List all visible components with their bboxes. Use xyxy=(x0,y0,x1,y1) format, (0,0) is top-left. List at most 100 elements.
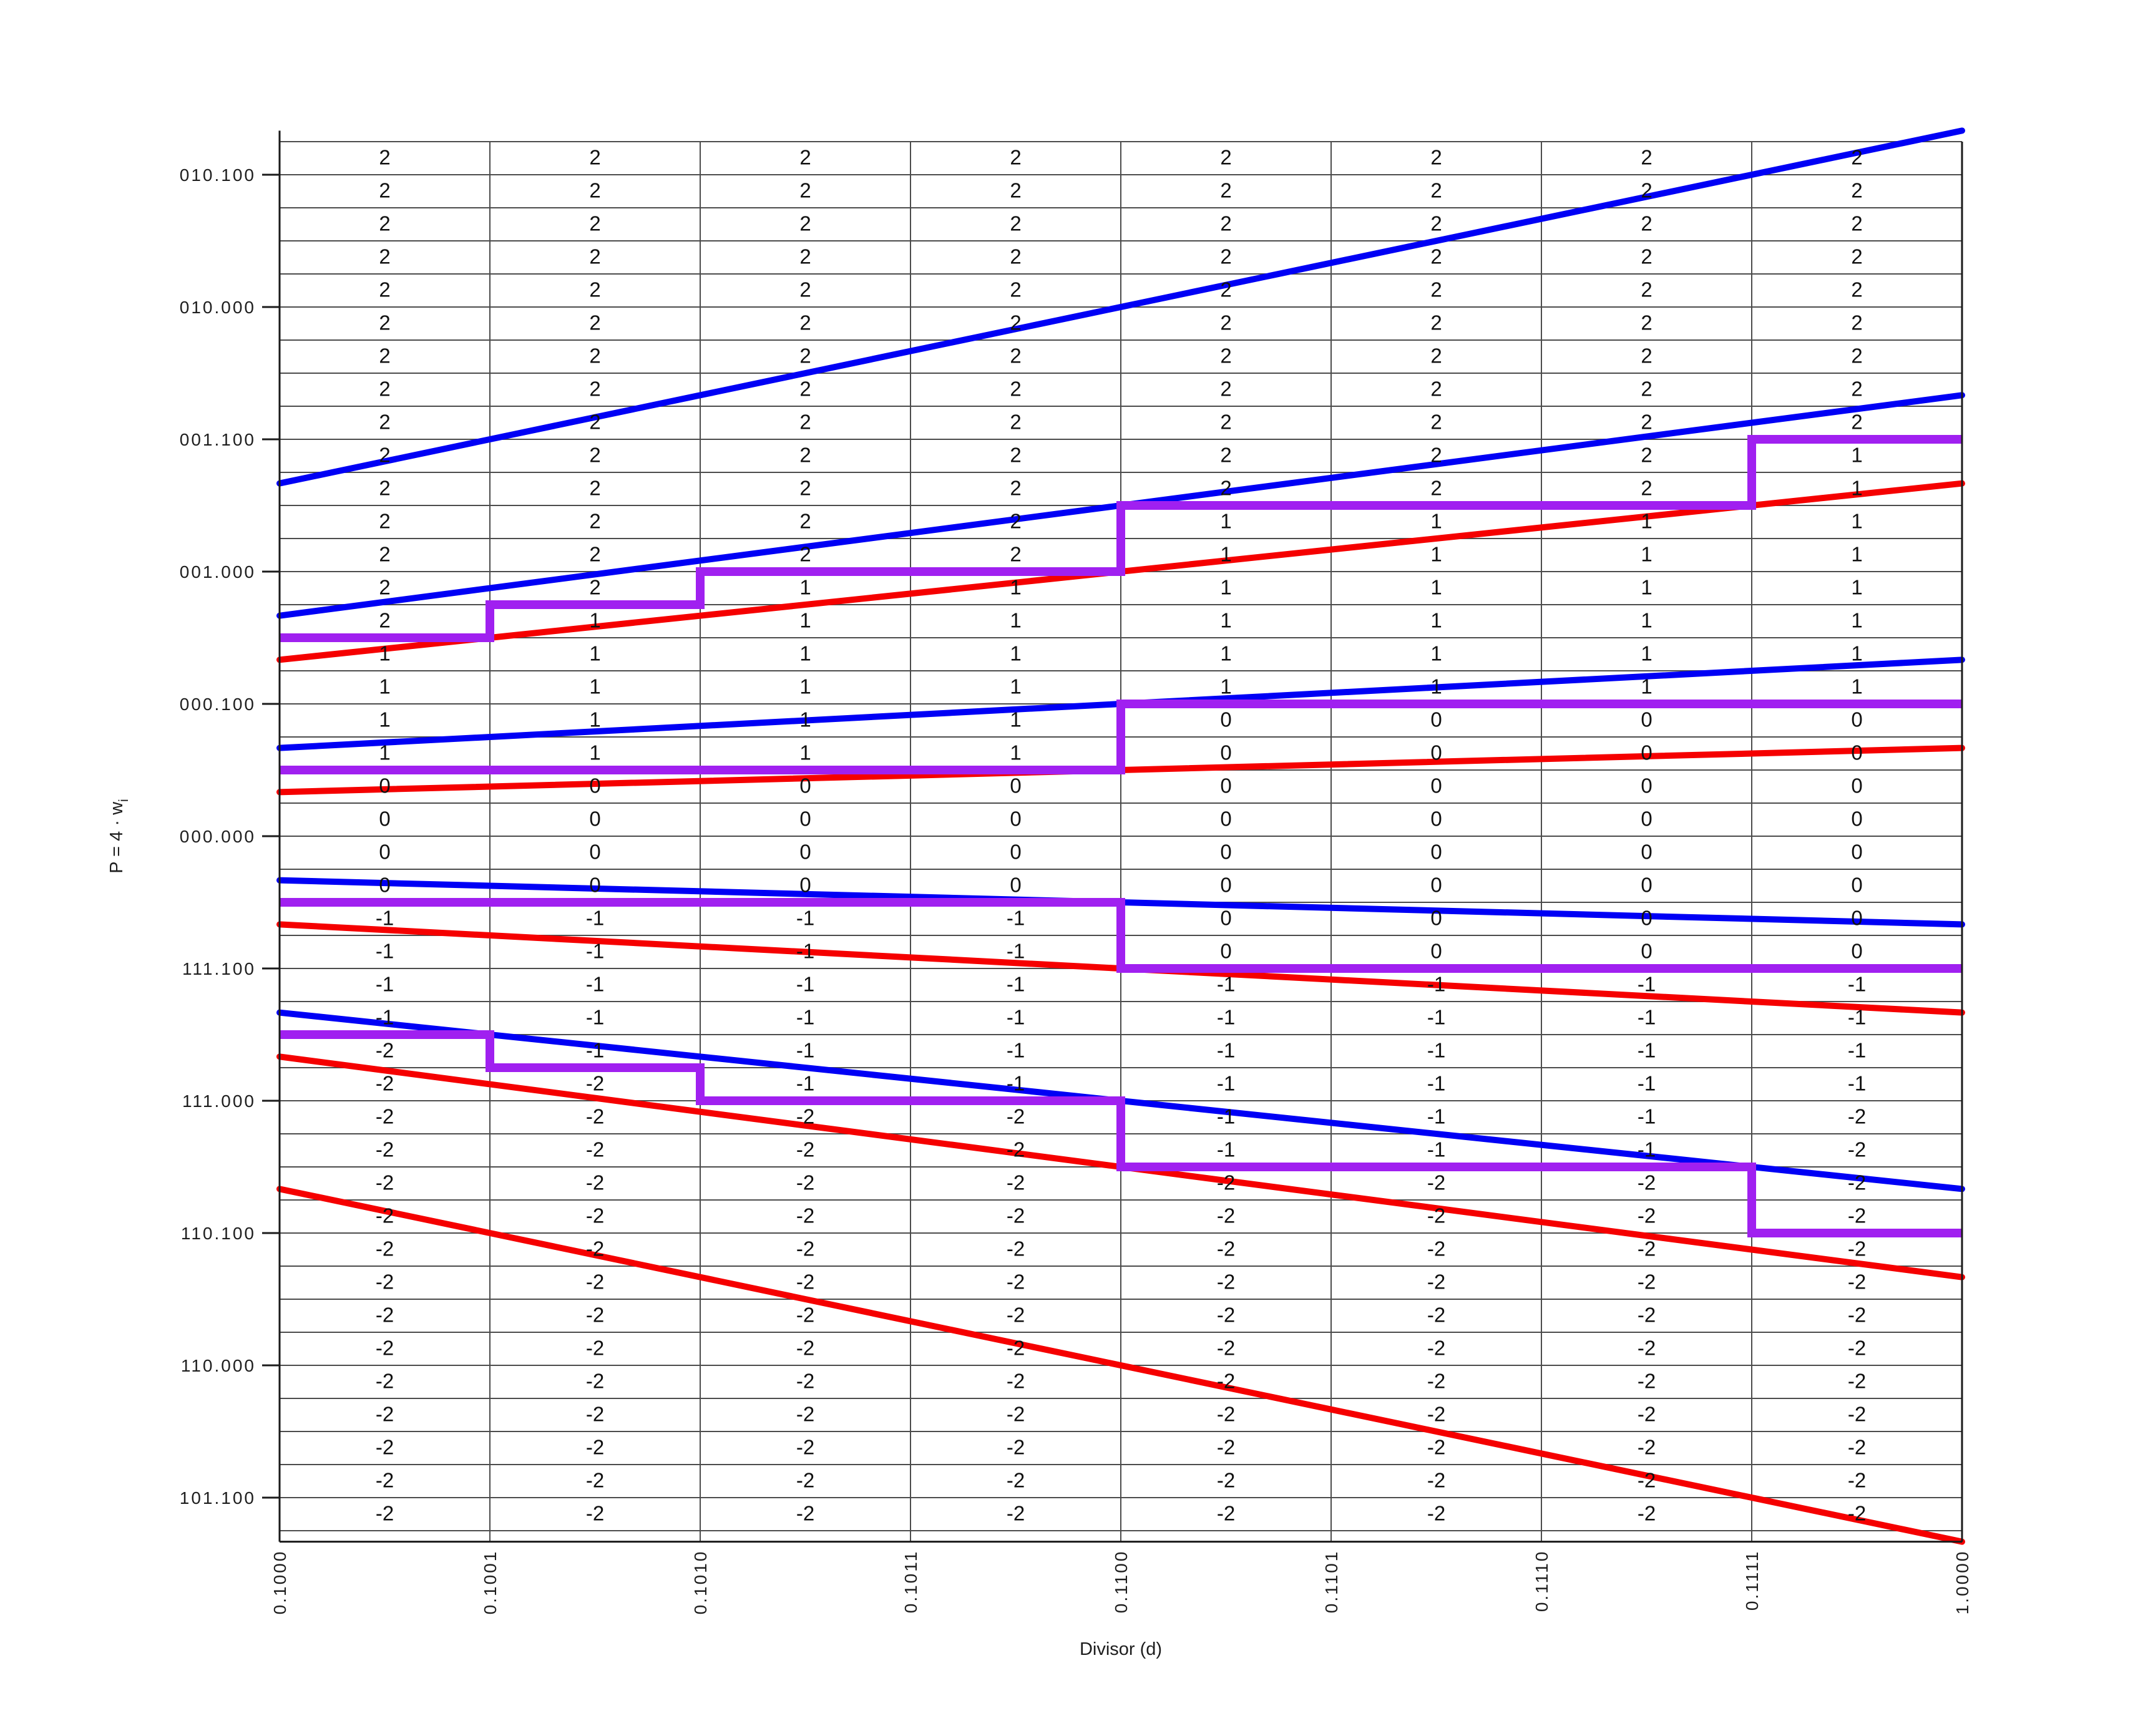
cell-digit: -1 xyxy=(1427,972,1445,995)
cell-digit: -1 xyxy=(586,939,604,962)
cell-digit: -2 xyxy=(1848,1435,1866,1458)
cell-digit: -2 xyxy=(1427,1468,1445,1491)
cell-digit: -2 xyxy=(1638,1303,1656,1326)
cell-digit: 2 xyxy=(379,311,390,334)
cell-digit: 1 xyxy=(799,741,811,764)
cell-digit: 2 xyxy=(1010,542,1021,565)
cell-digit: -2 xyxy=(1848,1270,1866,1293)
cell-digit: 1 xyxy=(799,708,811,731)
cell-digit: 1 xyxy=(1220,641,1231,665)
cell-digit: -2 xyxy=(796,1402,814,1425)
cell-digit: 2 xyxy=(1641,145,1652,168)
cell-digit: -2 xyxy=(376,1501,394,1524)
cell-digit: -2 xyxy=(376,1038,394,1061)
cell-digit: 2 xyxy=(1010,377,1021,400)
cell-digit: -2 xyxy=(1427,1435,1445,1458)
cell-digit: 2 xyxy=(589,278,600,301)
cell-digit: -2 xyxy=(1848,1468,1866,1491)
cell-digit: -2 xyxy=(1638,1237,1656,1260)
x-tick-label: 0.1001 xyxy=(481,1550,500,1615)
cell-digit: 2 xyxy=(1010,145,1021,168)
cell-digit: -2 xyxy=(376,1204,394,1227)
cell-digit: 1 xyxy=(1430,675,1442,698)
cell-digit: 2 xyxy=(1010,476,1021,499)
cell-digit: -2 xyxy=(586,1501,604,1524)
cell-digit: -1 xyxy=(1217,1005,1235,1028)
cell-digit: -2 xyxy=(1427,1270,1445,1293)
cell-digit: -2 xyxy=(586,1336,604,1359)
cell-digit: -2 xyxy=(586,1303,604,1326)
cell-digit: -1 xyxy=(1007,906,1025,929)
cell-digit: 1 xyxy=(799,641,811,665)
cell-digit: 2 xyxy=(1220,377,1231,400)
cell-digit: 2 xyxy=(799,443,811,466)
cell-digit: 2 xyxy=(1641,377,1652,400)
cell-digit: 0 xyxy=(1220,840,1231,863)
y-axis-title-subscript: i xyxy=(117,799,131,802)
cell-digit: -2 xyxy=(796,1237,814,1260)
cell-digit: -2 xyxy=(1848,1171,1866,1194)
y-tick-label: 111.100 xyxy=(182,959,256,978)
cell-digit: 0 xyxy=(1430,807,1442,830)
cell-digit: 1 xyxy=(1220,608,1231,631)
cell-digit: 0 xyxy=(379,807,390,830)
x-tick-label: 1.0000 xyxy=(1953,1550,1972,1615)
cell-digit: 2 xyxy=(1851,278,1862,301)
selection-staircase-q0-qm1 xyxy=(280,898,1962,973)
cell-digit: -1 xyxy=(1848,1005,1866,1028)
cell-digit: 0 xyxy=(1641,939,1652,962)
cell-digit: -2 xyxy=(376,1270,394,1293)
cell-digit: -2 xyxy=(1638,1171,1656,1194)
cell-digit: 1 xyxy=(1641,641,1652,665)
cell-digit: -2 xyxy=(1007,1435,1025,1458)
cell-digit: 1 xyxy=(1851,476,1862,499)
cell-digit: 0 xyxy=(799,873,811,896)
cell-digit: -2 xyxy=(1007,1303,1025,1326)
cell-digit: 2 xyxy=(589,575,600,598)
cell-digit: -2 xyxy=(796,1369,814,1392)
cell-digit: 0 xyxy=(1220,708,1231,731)
cell-digit: -2 xyxy=(1427,1204,1445,1227)
cell-digit: 2 xyxy=(799,542,811,565)
cell-digit: -1 xyxy=(1638,972,1656,995)
cell-digit: -1 xyxy=(586,972,604,995)
y-tick-label: 001.100 xyxy=(180,430,256,449)
cell-digit: 2 xyxy=(1010,178,1021,202)
cell-digit: 0 xyxy=(379,774,390,797)
cell-digit: -2 xyxy=(1638,1468,1656,1491)
cell-digit: 2 xyxy=(1430,245,1442,268)
cell-digit: -1 xyxy=(376,906,394,929)
y-tick-label: 000.100 xyxy=(180,695,256,714)
cell-digit: 2 xyxy=(1220,212,1231,235)
cell-digit: -2 xyxy=(1848,1204,1866,1227)
cell-digit: 0 xyxy=(1430,774,1442,797)
cell-digit: -1 xyxy=(1638,1138,1656,1161)
cell-digit: 1 xyxy=(1430,608,1442,631)
cell-digit: 2 xyxy=(799,344,811,367)
cell-digit: 2 xyxy=(799,410,811,433)
cell-digit: -1 xyxy=(796,1005,814,1028)
cell-digit: 1 xyxy=(1430,509,1442,532)
cell-digit: 2 xyxy=(1220,178,1231,202)
cell-digit: 2 xyxy=(589,344,600,367)
cell-digit: 2 xyxy=(379,509,390,532)
cell-digit: -2 xyxy=(1007,1369,1025,1392)
cell-digit: 0 xyxy=(1851,807,1862,830)
cell-digit: 2 xyxy=(379,212,390,235)
cell-digit: 0 xyxy=(589,807,600,830)
cell-digit: -2 xyxy=(796,1270,814,1293)
cell-digit: 1 xyxy=(1430,641,1442,665)
cell-digit: -2 xyxy=(1217,1171,1235,1194)
cell-digit: 2 xyxy=(1430,178,1442,202)
cell-digit: 2 xyxy=(1641,311,1652,334)
cell-digit: 2 xyxy=(799,377,811,400)
cell-digit: 2 xyxy=(589,542,600,565)
cell-digit: -2 xyxy=(1217,1402,1235,1425)
cell-digit: 2 xyxy=(1641,278,1652,301)
cell-digit: -2 xyxy=(376,1303,394,1326)
cell-digit: 0 xyxy=(1641,807,1652,830)
cell-digit: -1 xyxy=(1007,972,1025,995)
cell-digit: 0 xyxy=(1851,774,1862,797)
cell-digit: 2 xyxy=(1851,178,1862,202)
cell-digit: -2 xyxy=(586,1468,604,1491)
